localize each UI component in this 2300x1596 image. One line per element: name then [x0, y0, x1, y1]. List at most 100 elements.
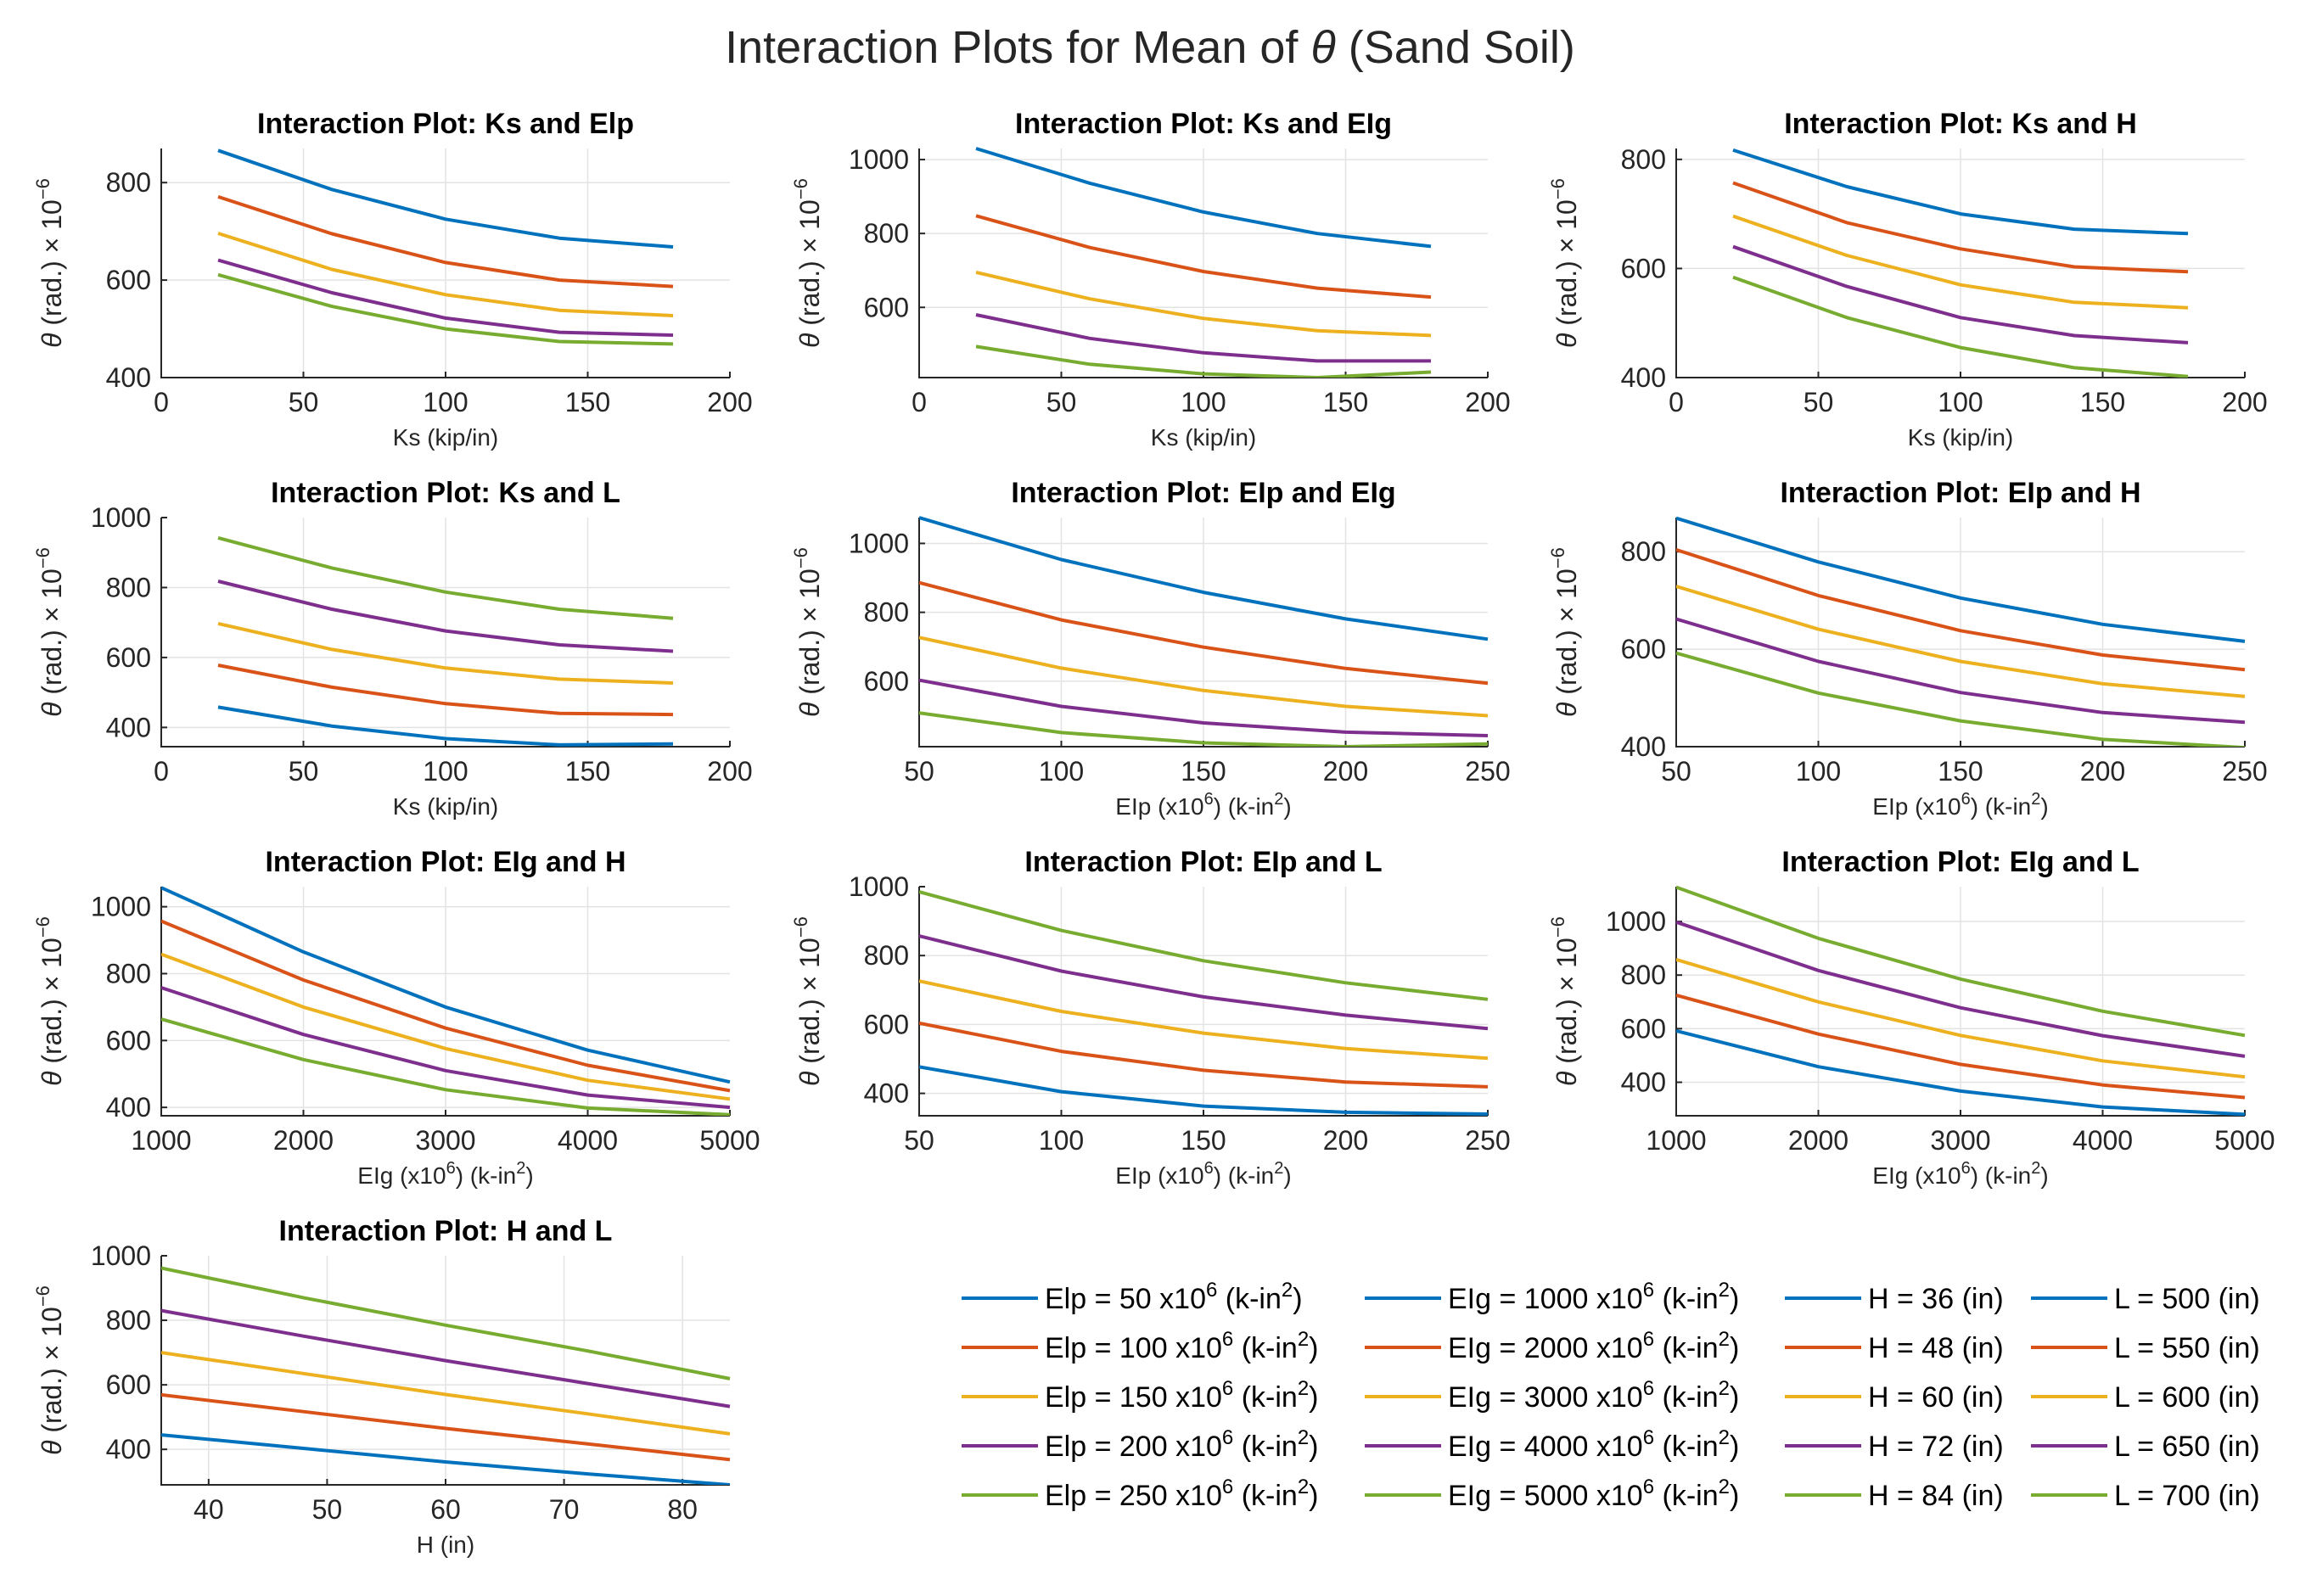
- y-label-exponent: −6: [1547, 178, 1568, 199]
- legend-label-end: ): [1293, 1283, 1302, 1315]
- subplot-title: Interaction Plot: Ks and L: [271, 477, 620, 509]
- y-tick-label: 800: [864, 218, 909, 249]
- x-label-mid: ) (k-in: [1214, 1162, 1275, 1189]
- y-label-symbol: θ: [794, 333, 825, 348]
- legend-label: EIg = 2000 x106 (k-in2): [1448, 1328, 1739, 1364]
- y-tick-label: 400: [106, 362, 151, 393]
- y-tick-label: 1000: [849, 528, 909, 558]
- legend-label-sup2: 2: [1282, 1279, 1293, 1302]
- series-line-4: [217, 258, 674, 337]
- legend-label-mid: (k-in: [1233, 1480, 1298, 1512]
- y-label-exponent: −6: [790, 547, 811, 568]
- y-tick-label: 1000: [91, 892, 151, 922]
- legend-label-main: H = 60 (in): [1868, 1381, 2004, 1414]
- series-line-3: [919, 979, 1489, 1061]
- subplot-1: 0 50 100 150 200 400 600 800 Interaction Plot: K…: [32, 108, 753, 451]
- series-line-2: [161, 919, 731, 1093]
- legend-label-main: EIg = 5000 x10: [1448, 1480, 1643, 1512]
- x-tick-label: 150: [565, 756, 610, 787]
- legend-label-end: ): [1730, 1381, 1739, 1414]
- legend-entry: H = 72 (in): [1785, 1431, 2004, 1463]
- figure-title-symbol: θ: [1310, 22, 1335, 73]
- x-label-main: EIp (x10: [1115, 1162, 1203, 1189]
- series-line-1: [919, 516, 1489, 641]
- x-label-sup: 6: [1204, 790, 1214, 809]
- y-label-text: (rad.) × 10: [36, 1307, 67, 1440]
- y-axis-label: θ (rad.) × 10−6: [1547, 916, 1582, 1086]
- x-label-sup2: 2: [1274, 790, 1283, 809]
- legend-label: Elp = 200 x106 (k-in2): [1045, 1426, 1319, 1463]
- series-line-2: [217, 664, 674, 717]
- x-tick-label: 3000: [1930, 1125, 1990, 1156]
- y-axis-label: θ (rad.) × 10−6: [1547, 178, 1582, 348]
- x-label-main: EIp (x10: [1872, 793, 1961, 820]
- x-tick-label: 4000: [2073, 1125, 2133, 1156]
- subplot-title: Interaction Plot: H and L: [279, 1215, 613, 1247]
- legend-label-end: ): [1309, 1381, 1318, 1414]
- y-label-symbol: θ: [36, 1071, 67, 1086]
- legend-entry: L = 700 (in): [2031, 1480, 2260, 1512]
- x-tick-label: 250: [1465, 756, 1510, 787]
- legend-label-end: ): [1309, 1431, 1318, 1463]
- y-tick-label: 400: [1621, 362, 1666, 393]
- legend-entry: L = 500 (in): [2031, 1283, 2260, 1315]
- subplot-title: Interaction Plot: EIp and EIg: [1011, 477, 1395, 509]
- x-tick-label: 50: [312, 1494, 343, 1525]
- y-label-text: (rad.) × 10: [1551, 568, 1582, 702]
- legend-label-sup2: 2: [1298, 1377, 1309, 1400]
- y-tick-label: 800: [1621, 144, 1666, 175]
- series-line-4: [975, 313, 1431, 363]
- x-tick-label: 200: [707, 387, 752, 417]
- y-tick-label: 600: [1621, 634, 1666, 664]
- series-line-5: [161, 1017, 731, 1116]
- y-label-symbol: θ: [36, 1440, 67, 1455]
- series-line-3: [1732, 214, 2189, 310]
- series-line-4: [161, 1308, 731, 1408]
- x-label-end: ): [525, 1162, 533, 1189]
- legend-label-end: ): [1730, 1283, 1739, 1315]
- figure-title: Interaction Plots for Mean of θ (Sand So…: [725, 22, 1575, 73]
- x-tick-label: 200: [1465, 387, 1510, 417]
- series-line-5: [217, 535, 674, 620]
- y-label-symbol: θ: [36, 702, 67, 717]
- x-tick-label: 1000: [131, 1125, 191, 1156]
- series-line-3: [161, 1351, 731, 1436]
- x-tick-label: 100: [1039, 756, 1084, 787]
- legend-entry: EIg = 2000 x106 (k-in2): [1365, 1328, 1739, 1364]
- x-tick-label: 150: [1938, 756, 1983, 787]
- legend-label: EIg = 3000 x106 (k-in2): [1448, 1377, 1739, 1414]
- x-axis-label: EIg (x106) (k-in2): [1872, 1159, 2048, 1189]
- y-tick-label: 400: [1621, 1067, 1666, 1098]
- legend-entry: Elp = 200 x106 (k-in2): [962, 1426, 1319, 1463]
- series-line-4: [1676, 920, 2246, 1058]
- series-line-1: [1676, 516, 2246, 643]
- y-tick-label: 400: [864, 1078, 909, 1109]
- legend-label-sup: 6: [1643, 1476, 1654, 1498]
- legend-label-main: Elp = 150 x10: [1045, 1381, 1222, 1414]
- y-label-symbol: θ: [1551, 333, 1582, 348]
- figure-title-before: Interaction Plots for Mean of: [725, 22, 1310, 73]
- series-line-4: [919, 678, 1489, 737]
- x-tick-label: 70: [549, 1494, 580, 1525]
- y-label-exponent: −6: [790, 916, 811, 938]
- legend-label-end: ): [1309, 1480, 1318, 1512]
- legend-entry: Elp = 150 x106 (k-in2): [962, 1377, 1319, 1414]
- series-line-5: [1732, 275, 2189, 378]
- legend-label-main: Elp = 250 x10: [1045, 1480, 1222, 1512]
- legend-label: L = 550 (in): [2114, 1332, 2260, 1364]
- subplot-title: Interaction Plot: EIg and H: [265, 846, 625, 878]
- legend-label-sup2: 2: [1298, 1328, 1309, 1351]
- y-label-text: (rad.) × 10: [1551, 938, 1582, 1071]
- x-tick-label: 150: [1181, 1125, 1226, 1156]
- subplot-5: 50 100 150 200 250 600 800 1000 Interaction Plot…: [790, 477, 1511, 820]
- subplot-8: 50 100 150 200 250 400 600 800 1000 Interaction P…: [790, 846, 1511, 1189]
- legend-label: L = 650 (in): [2114, 1431, 2260, 1463]
- series-line-5: [1676, 651, 2246, 747]
- series-line-1: [975, 147, 1432, 249]
- legend-label-sup: 6: [1206, 1279, 1217, 1302]
- y-label-text: (rad.) × 10: [794, 199, 825, 333]
- legend-label-main: Elp = 50 x10: [1045, 1283, 1206, 1315]
- y-tick-label: 400: [1621, 731, 1666, 762]
- x-axis-label: EIp (x106) (k-in2): [1115, 1159, 1291, 1189]
